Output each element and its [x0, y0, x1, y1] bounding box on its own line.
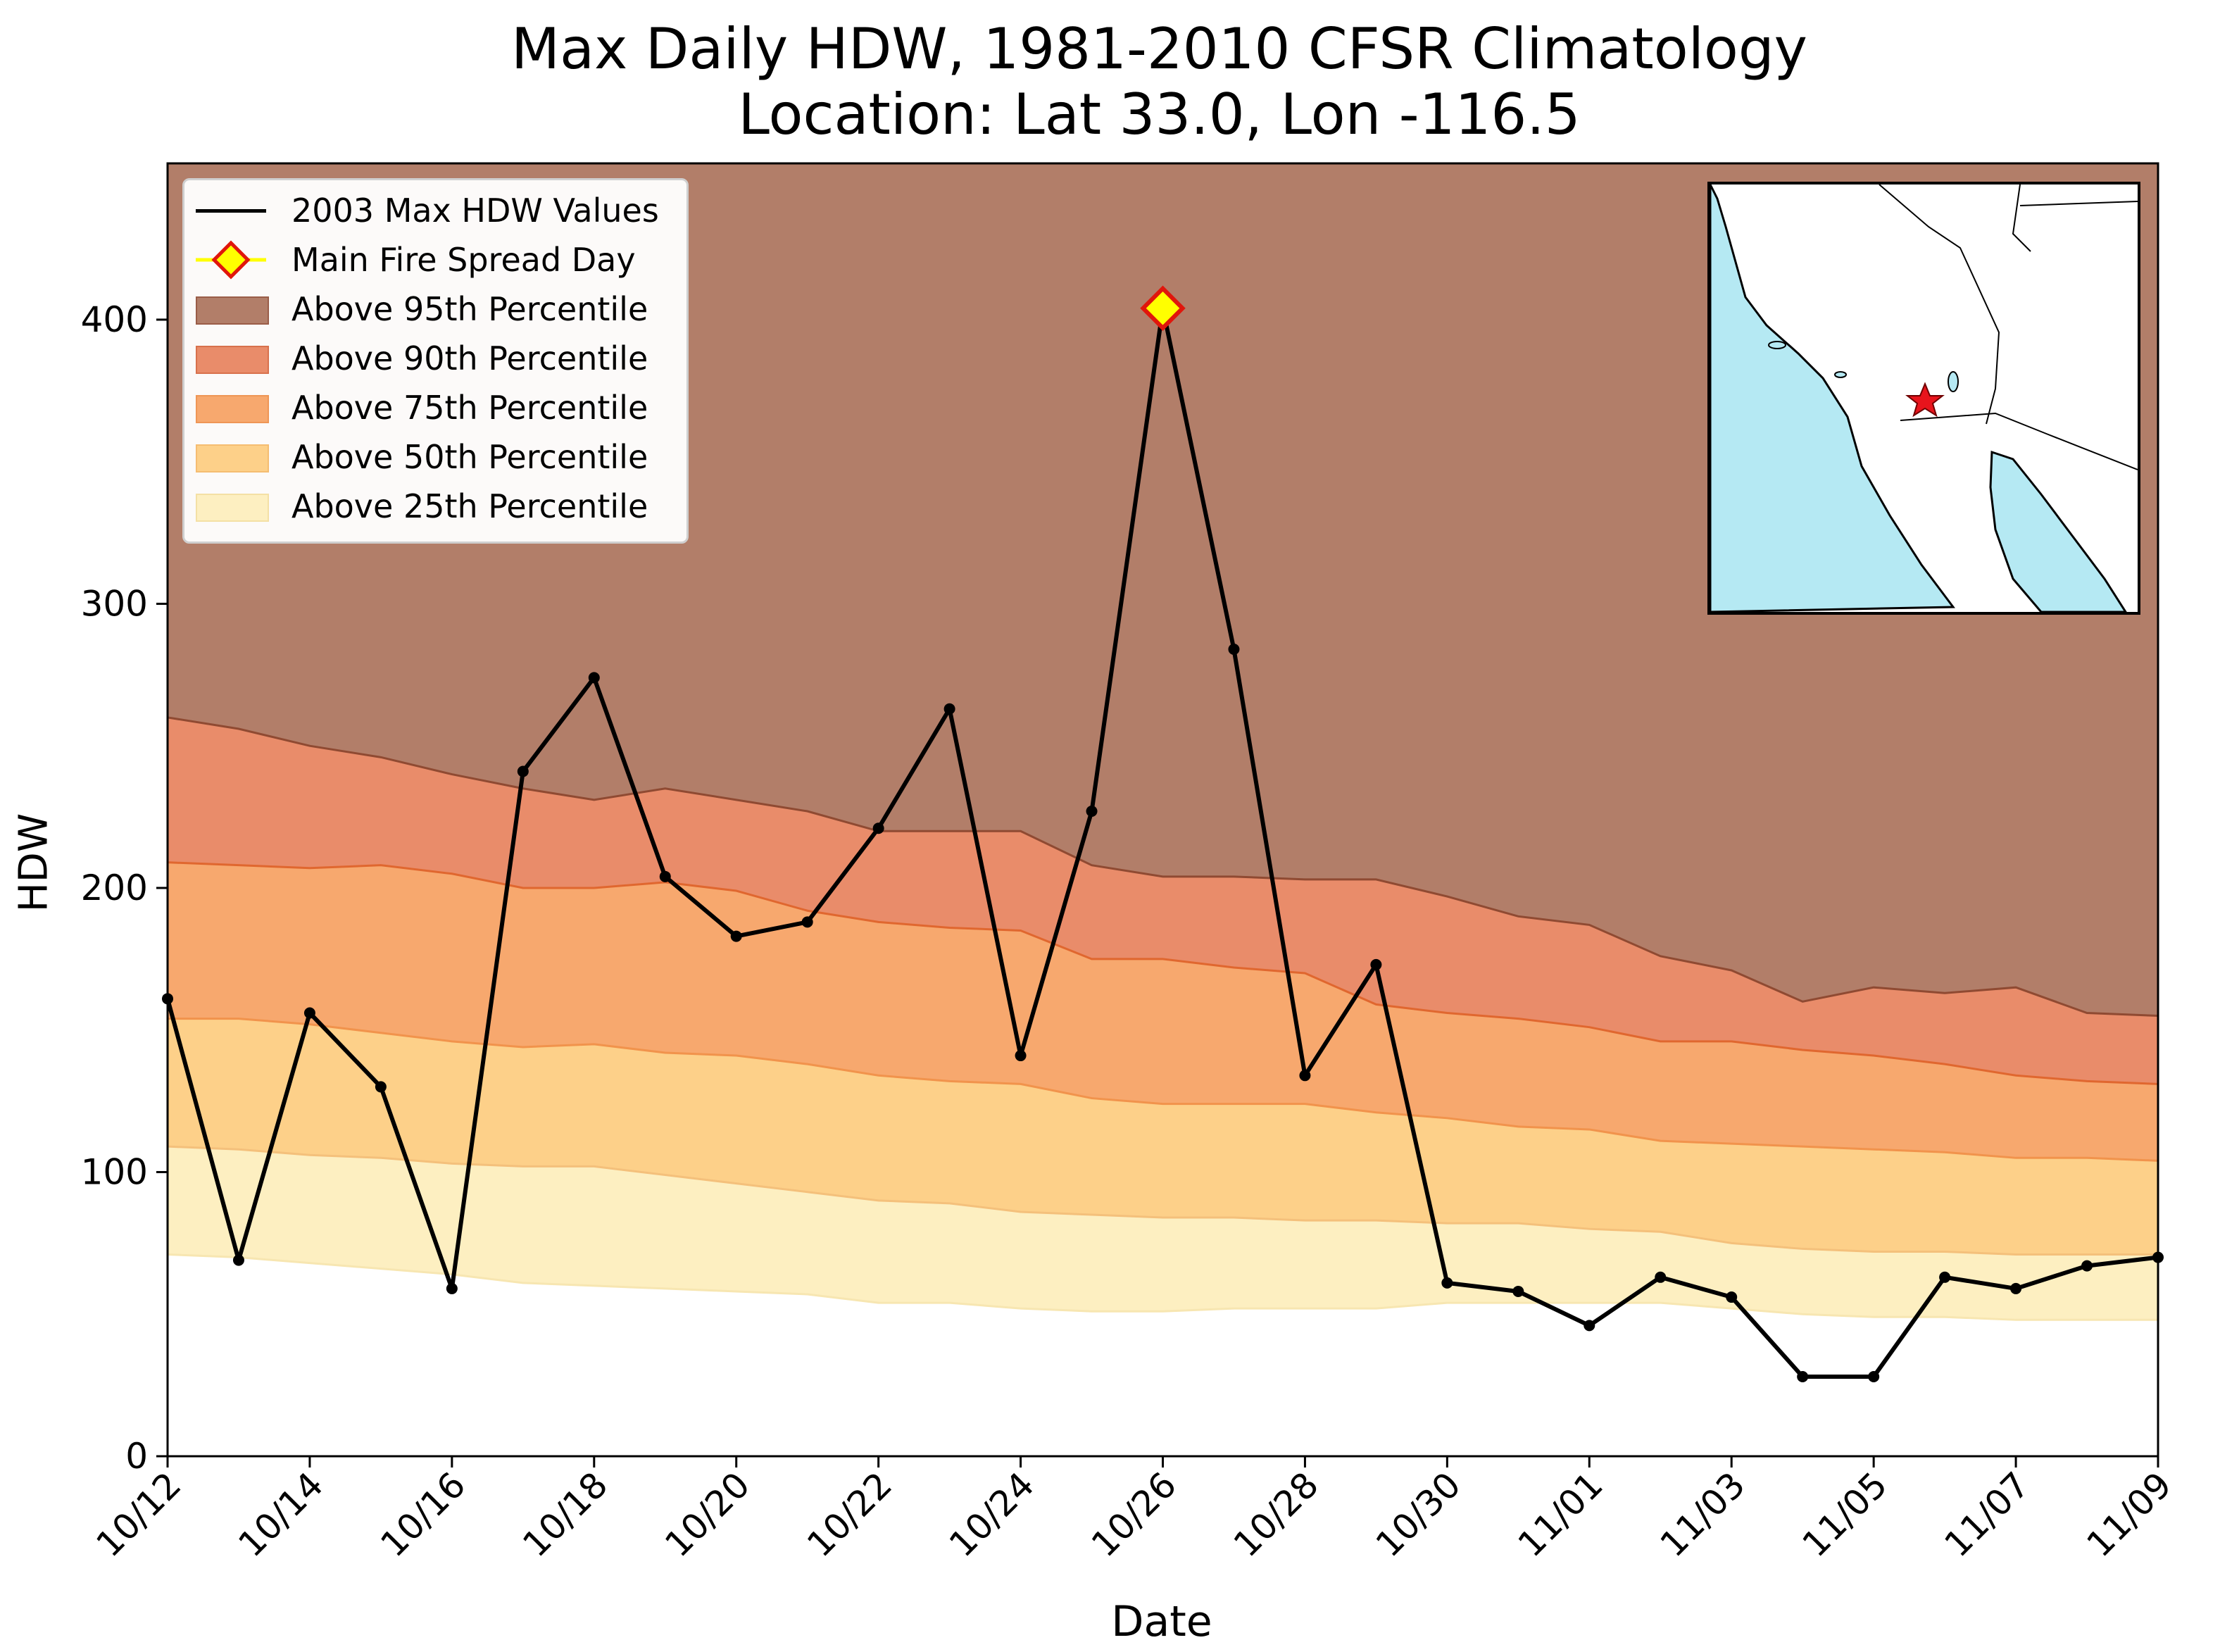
legend-swatch-p25 — [196, 494, 269, 522]
legend-swatch-p75 — [196, 395, 269, 423]
y-tick-label: 100 — [81, 1151, 148, 1192]
data-point — [375, 1081, 387, 1093]
legend-line-swatch — [196, 209, 266, 213]
data-point — [517, 765, 529, 777]
legend-label: Above 90th Percentile — [291, 339, 648, 377]
data-point — [162, 993, 173, 1005]
x-axis-label: Date — [1111, 1597, 1212, 1646]
data-point — [588, 672, 600, 684]
diamond-marker-icon — [196, 240, 266, 280]
x-tick-label: 10/24 — [941, 1464, 1042, 1565]
x-tick-label: 11/09 — [2079, 1464, 2180, 1565]
inset-state-border — [2019, 201, 2138, 206]
fire-spread-day-marker — [1140, 285, 1186, 332]
y-tick-label: 200 — [81, 868, 148, 908]
legend-item-p75: Above 75th Percentile — [184, 383, 686, 432]
data-point — [2010, 1282, 2022, 1294]
y-axis-label: HDW — [11, 813, 57, 913]
data-point — [1939, 1271, 1951, 1283]
data-point — [1299, 1070, 1311, 1082]
inset-state-border — [2012, 184, 2031, 252]
data-point — [2081, 1260, 2093, 1272]
data-point — [232, 1254, 244, 1266]
x-tick-label: 10/22 — [799, 1464, 900, 1565]
legend-item-hdw-line: 2003 Max HDW Values — [184, 186, 686, 235]
x-tick-label: 11/01 — [1510, 1464, 1611, 1565]
band-above-50th-percentile — [168, 1018, 2158, 1255]
data-point — [1584, 1320, 1595, 1332]
data-point — [1086, 806, 1098, 818]
x-tick-label: 10/20 — [657, 1464, 758, 1565]
data-point — [1655, 1271, 1667, 1283]
band-edge-line — [167, 1145, 2158, 1256]
data-point — [1441, 1277, 1453, 1289]
data-point — [1726, 1291, 1738, 1303]
data-point — [943, 703, 955, 715]
inset-map-graphic — [1710, 184, 2138, 612]
inset-gulf — [1989, 450, 2127, 612]
legend-label: Main Fire Spread Day — [291, 241, 636, 279]
data-point — [1512, 1285, 1524, 1297]
x-tick-label: 10/16 — [372, 1464, 473, 1565]
chart-subtitle: Location: Lat 33.0, Lon -116.5 — [738, 82, 1581, 147]
data-point — [1015, 1050, 1027, 1062]
data-point — [801, 916, 813, 928]
legend-label: 2003 Max HDW Values — [291, 192, 659, 230]
chart-title: Max Daily HDW, 1981-2010 CFSR Climatolog… — [510, 16, 1807, 82]
legend-item-p95: Above 95th Percentile — [184, 284, 686, 334]
x-tick-label: 11/07 — [1937, 1464, 2038, 1565]
data-point — [1797, 1371, 1809, 1383]
data-point — [872, 822, 884, 834]
band-edge-line — [168, 1018, 2159, 1162]
band-above-75th-percentile — [168, 862, 2158, 1161]
legend-swatch-p50 — [196, 444, 269, 473]
legend-swatch-p90 — [196, 346, 269, 374]
x-tick-label: 10/12 — [89, 1464, 189, 1565]
legend-item-p90: Above 90th Percentile — [184, 334, 686, 383]
inset-island — [1768, 341, 1786, 349]
band-edge-line — [167, 716, 2159, 1018]
y-tick-label: 400 — [81, 299, 148, 340]
x-tick-label: 10/30 — [1368, 1464, 1469, 1565]
legend-label: Above 50th Percentile — [291, 438, 648, 476]
data-point — [730, 930, 742, 942]
inset-lake — [1948, 371, 1959, 392]
data-point — [303, 1007, 315, 1019]
data-point — [659, 870, 671, 882]
y-tick-label: 0 — [125, 1436, 148, 1477]
legend-item-p50: Above 50th Percentile — [184, 432, 686, 482]
data-point — [2152, 1251, 2164, 1263]
legend-item-p25: Above 25th Percentile — [184, 482, 686, 531]
inset-state-border — [1879, 184, 2000, 425]
x-tick-label: 10/14 — [231, 1464, 332, 1565]
data-point — [1370, 958, 1382, 970]
band-above-90th-percentile — [168, 717, 2158, 1084]
location-star-icon — [1905, 382, 1945, 418]
legend: 2003 Max HDW Values Main Fire Spread Day… — [182, 178, 689, 544]
x-tick-label: 11/05 — [1795, 1464, 1895, 1565]
x-tick-label: 10/26 — [1084, 1464, 1184, 1565]
legend-item-fire-spread-day: Main Fire Spread Day — [184, 235, 686, 284]
inset-country-border — [1900, 412, 2138, 470]
inset-island — [1834, 371, 1847, 378]
location-inset-map — [1707, 182, 2140, 615]
data-point — [446, 1282, 458, 1294]
x-tick-label: 10/28 — [1226, 1464, 1327, 1565]
legend-label: Above 95th Percentile — [291, 290, 648, 328]
inset-ocean — [1710, 184, 1955, 612]
x-tick-label: 11/03 — [1653, 1464, 1753, 1565]
legend-label: Above 25th Percentile — [291, 487, 648, 525]
data-point — [1228, 644, 1240, 656]
band-edge-line — [167, 861, 2159, 1085]
x-tick-label: 10/18 — [515, 1464, 615, 1565]
y-tick-label: 300 — [81, 583, 148, 624]
legend-label: Above 75th Percentile — [291, 389, 648, 427]
band-edge-line — [167, 1253, 2158, 1321]
legend-swatch-p95 — [196, 296, 269, 325]
data-point — [1868, 1371, 1880, 1383]
